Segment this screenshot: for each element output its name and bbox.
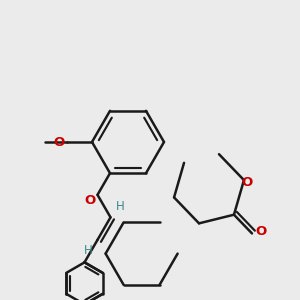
Text: O: O bbox=[255, 225, 266, 238]
Text: O: O bbox=[54, 136, 65, 148]
Text: H: H bbox=[84, 244, 92, 257]
Text: O: O bbox=[84, 194, 95, 207]
Text: H: H bbox=[116, 200, 124, 213]
Text: O: O bbox=[241, 176, 253, 189]
